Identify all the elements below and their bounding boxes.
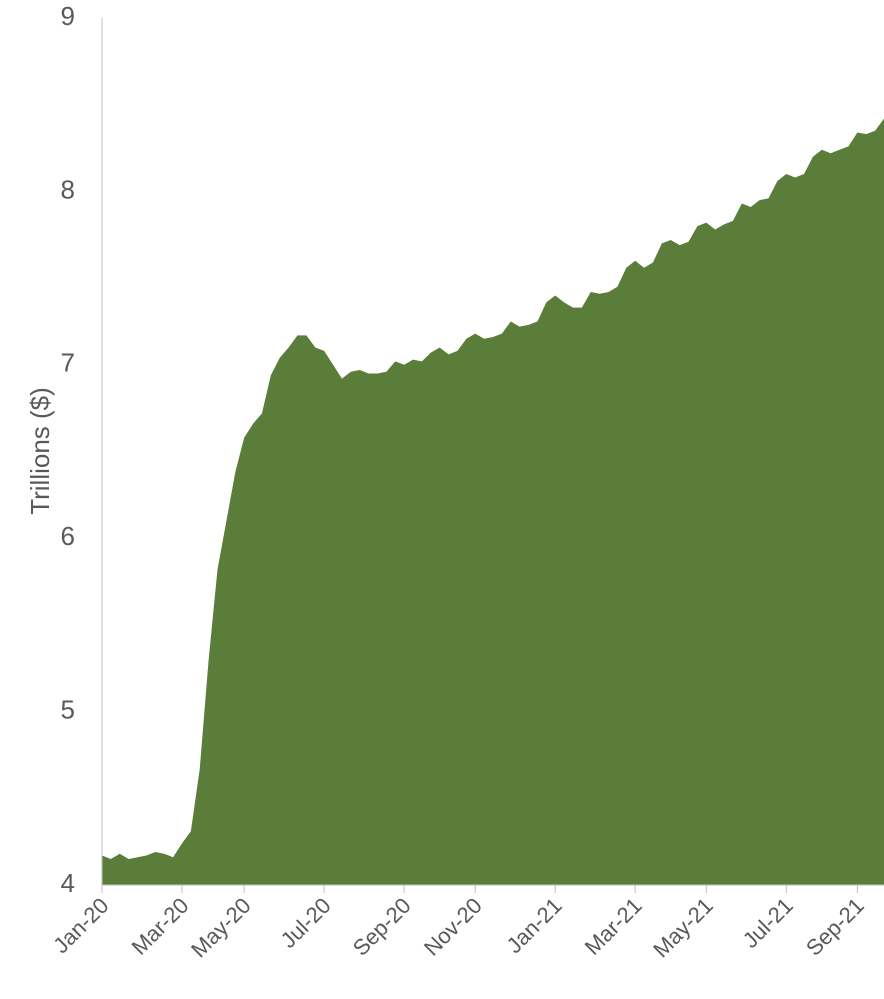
y-tick-label: 9 <box>61 1 75 31</box>
y-tick-label: 5 <box>61 694 75 724</box>
x-tick-label: Sep-20 <box>348 893 416 961</box>
x-tick-label: Mar-21 <box>580 893 647 960</box>
x-tick-label: Jan-20 <box>48 893 113 958</box>
y-tick-label: 8 <box>61 174 75 204</box>
y-axis-label: Trillions ($) <box>25 387 55 515</box>
x-tick-label: Sep-21 <box>801 893 869 961</box>
x-tick-label: Jul-20 <box>276 893 336 953</box>
x-tick-label: Mar-20 <box>127 893 194 960</box>
y-tick-label: 6 <box>61 521 75 551</box>
x-tick-label: Jan-21 <box>501 893 566 958</box>
y-tick-label: 4 <box>61 868 75 898</box>
x-tick-label: May-20 <box>186 893 256 963</box>
x-tick-label: May-21 <box>648 893 718 963</box>
x-tick-label: Nov-20 <box>419 893 487 961</box>
area <box>102 118 884 885</box>
y-tick-label: 7 <box>61 348 75 378</box>
x-tick-label: Jul-21 <box>738 893 798 953</box>
